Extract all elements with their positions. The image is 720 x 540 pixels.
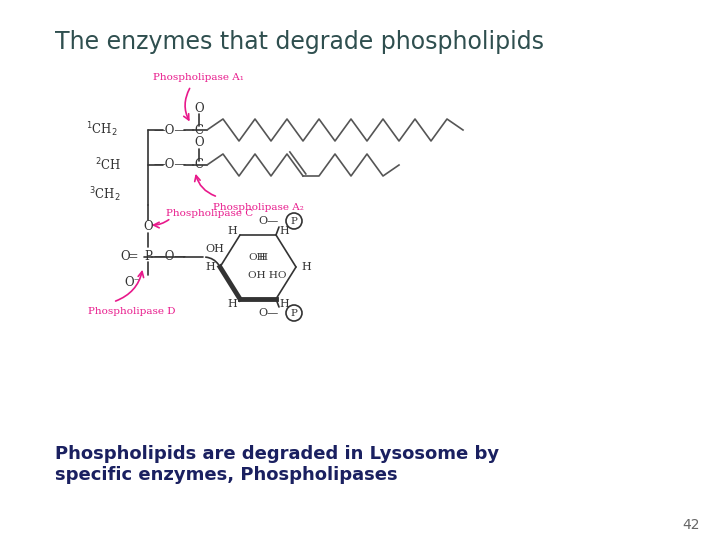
Text: 42: 42 <box>683 518 700 532</box>
Text: O—: O— <box>258 216 279 226</box>
Text: Phospholipase C: Phospholipase C <box>166 208 253 218</box>
Text: H: H <box>301 262 311 272</box>
Text: O⁻: O⁻ <box>124 275 140 288</box>
Text: C: C <box>194 159 204 172</box>
Text: O—: O— <box>258 308 279 318</box>
Text: H: H <box>279 226 289 236</box>
Text: OH: OH <box>248 253 266 261</box>
Text: OH HO: OH HO <box>248 271 287 280</box>
Text: C: C <box>194 124 204 137</box>
Text: O: O <box>143 220 153 233</box>
Text: =: = <box>127 251 138 264</box>
Text: —O—: —O— <box>153 159 186 172</box>
Text: $^3$CH$_2$: $^3$CH$_2$ <box>89 186 121 204</box>
Text: P: P <box>291 217 297 226</box>
Text: H: H <box>227 299 237 309</box>
Text: $^1$CH$_2$: $^1$CH$_2$ <box>86 120 118 139</box>
Text: $^2$CH: $^2$CH <box>95 157 121 173</box>
Text: P: P <box>144 251 152 264</box>
Text: H: H <box>205 262 215 272</box>
Text: —O—: —O— <box>153 124 186 137</box>
Text: Phospholipids are degraded in Lysosome by
specific enzymes, Phospholipases: Phospholipids are degraded in Lysosome b… <box>55 445 499 484</box>
Text: Phospholipase A₁: Phospholipase A₁ <box>153 73 244 83</box>
Text: O: O <box>120 251 130 264</box>
Text: O: O <box>194 102 204 114</box>
Text: OH: OH <box>206 244 225 254</box>
Text: H: H <box>258 253 268 261</box>
Text: H: H <box>227 226 237 236</box>
Text: H: H <box>279 299 289 309</box>
Text: Phospholipase D: Phospholipase D <box>88 307 176 316</box>
Text: P: P <box>291 308 297 318</box>
Text: —O—: —O— <box>153 251 186 264</box>
Text: O: O <box>194 137 204 150</box>
Text: The enzymes that degrade phospholipids: The enzymes that degrade phospholipids <box>55 30 544 54</box>
Text: Phospholipase A₂: Phospholipase A₂ <box>213 202 304 212</box>
